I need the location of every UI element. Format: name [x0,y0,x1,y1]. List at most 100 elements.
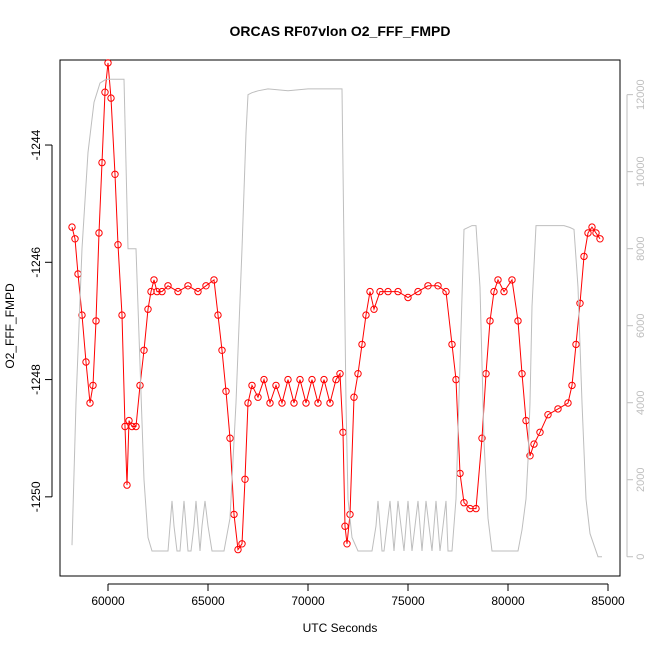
data-point [384,287,392,296]
y-axis-label: O2_FFF_FMPD [3,283,17,369]
data-point [140,346,148,354]
y2-tick-label: 12000 [635,79,647,110]
data-point [302,399,310,407]
x-tick-label: 85000 [591,594,625,608]
data-point [244,399,252,407]
y-tick-label: -1246 [29,247,43,278]
data-point [107,94,115,102]
y2-tick-label: 4000 [635,390,647,414]
y2-tick-label: 6000 [635,313,647,337]
data-point [218,346,226,354]
data-point [394,287,402,296]
data-point [478,434,486,442]
data-point [320,375,328,384]
data-point [254,393,262,401]
data-point [89,381,97,390]
data-point [584,229,592,237]
data-point [123,481,131,489]
data-point [71,235,79,243]
y-tick-label: -1250 [29,481,43,512]
data-point [194,287,202,296]
data-point [486,317,494,325]
data-point [314,399,322,407]
data-point [536,428,544,436]
x-tick-label: 80000 [491,594,525,608]
data-point [326,399,334,407]
data-point [308,375,316,384]
y-tick-label: -1244 [29,129,43,160]
data-point [376,287,384,296]
data-point [490,287,498,296]
data-point [494,276,502,284]
left-axis: -1244 -1246 -1248 -1250 [29,129,53,512]
data-point [226,434,234,442]
data-point [296,375,304,384]
primary-series-line [71,62,601,551]
data-point [530,440,538,448]
data-point [125,416,133,425]
data-point [544,411,552,419]
data-point [336,370,344,378]
data-point [526,452,534,460]
data-point [260,375,268,384]
data-point [370,305,378,313]
data-point [153,287,161,296]
data-point [448,340,456,349]
data-point [202,282,210,290]
y2-tick-label: 10000 [635,156,647,187]
data-point [272,381,280,390]
data-point [500,287,508,296]
data-point [580,252,588,261]
data-point [68,223,76,231]
data-point [572,340,580,349]
data-point [592,229,600,237]
data-point [241,475,249,483]
data-point [472,504,480,513]
data-point [358,340,366,349]
data-point [434,282,442,290]
data-point [104,59,112,67]
data-point [214,311,222,319]
data-point [424,282,432,290]
data-point [82,358,90,366]
data-point [118,311,126,319]
data-point [114,241,122,249]
data-point [184,282,192,290]
data-point [518,370,526,378]
x-tick-label: 65000 [191,594,225,608]
x-tick-label: 70000 [291,594,325,608]
right-axis: 0 2000 4000 6000 8000 10000 12000 [626,79,647,560]
data-point [136,381,144,390]
data-point [234,545,242,554]
data-point [95,229,103,237]
data-point [111,170,119,179]
series-layer [68,59,604,558]
data-point [101,88,109,96]
y-tick-label: -1248 [29,364,43,395]
data-point [230,510,238,519]
data-point [284,375,292,384]
data-point [98,158,106,167]
data-point [362,311,370,319]
plot-frame [59,59,621,577]
data-point [350,393,358,401]
data-point [366,287,374,296]
bottom-axis: 60000 65000 70000 75000 80000 85000 [91,583,625,608]
data-point [150,276,158,284]
data-point [132,422,140,431]
data-point [596,235,604,243]
data-point [564,399,572,407]
data-point [343,540,351,548]
data-point [144,305,152,313]
data-point [121,422,129,431]
data-point [78,311,86,319]
data-point [164,282,172,290]
y2-tick-label: 2000 [635,467,647,491]
data-point [508,276,516,284]
x-axis-label: UTC Seconds [303,621,378,635]
data-point [576,299,584,307]
y2-tick-label: 0 [635,554,647,560]
data-point [158,287,166,296]
